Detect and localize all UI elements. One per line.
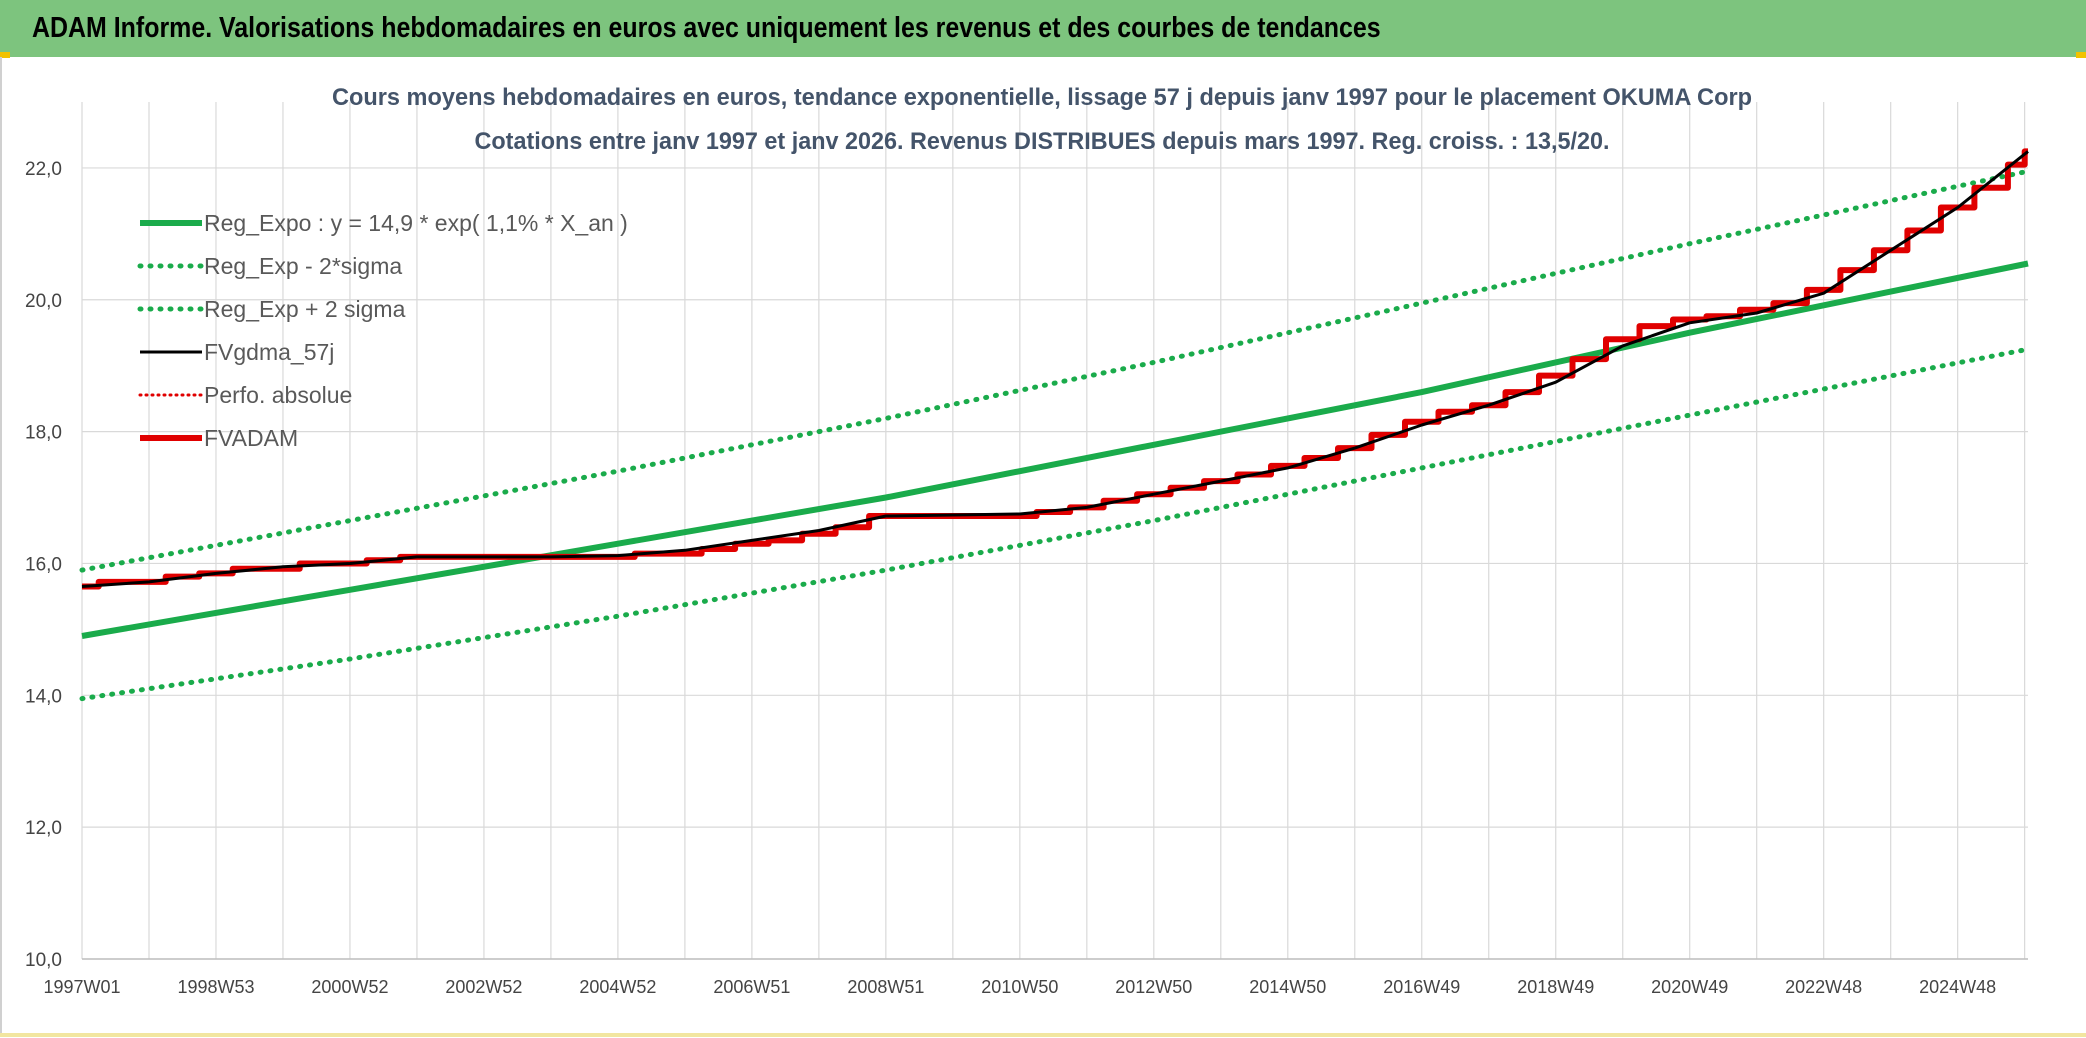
banner-title: ADAM Informe. Valorisations hebdomadaire… — [32, 12, 1381, 44]
line-chart: 10,0 12,0 14,0 16,0 18,0 20,0 22,0 1997W01 1998W… — [25, 84, 2031, 997]
y-tick-label: 14,0 — [25, 686, 62, 707]
x-tick-label: 2004W52 — [579, 977, 656, 997]
legend-label: Reg_Exp - 2*sigma — [204, 253, 402, 279]
legend-label: FVADAM — [204, 425, 298, 451]
x-tick-label: 2000W52 — [311, 977, 388, 997]
y-tick-label: 10,0 — [25, 950, 62, 971]
y-tick-label: 20,0 — [25, 291, 62, 312]
series-line-fvgdma-57j — [81, 150, 2029, 588]
x-tick-label: 2008W51 — [847, 977, 924, 997]
report-banner: ADAM Informe. Valorisations hebdomadaire… — [0, 0, 2086, 57]
series-layer — [79, 148, 2031, 702]
x-tick-label: 1998W53 — [177, 977, 254, 997]
x-tick-label: 1997W01 — [43, 977, 120, 997]
x-tick-label: 2002W52 — [445, 977, 522, 997]
chart-title: Cours moyens hebdomadaires en euros, ten… — [332, 84, 1752, 111]
corner-marker-right — [2076, 52, 2086, 58]
x-tick-label: 2024W48 — [1919, 977, 1996, 997]
series-line-reg-exp-2-sigma — [79, 346, 2031, 702]
series-line-reg-exp-2-sigma — [79, 168, 2031, 573]
x-tick-label: 2012W50 — [1115, 977, 1192, 997]
corner-marker-left — [0, 52, 10, 58]
axis-layer: 10,0 12,0 14,0 16,0 18,0 20,0 22,0 1997W01 1998W… — [25, 159, 2028, 997]
x-tick-label: 2010W50 — [981, 977, 1058, 997]
legend-label: Reg_Exp + 2 sigma — [204, 296, 406, 322]
legend-label: Perfo. absolue — [204, 382, 352, 408]
y-tick-label: 16,0 — [25, 554, 62, 575]
x-tick-label: 2020W49 — [1651, 977, 1728, 997]
chart-subtitle: Cotations entre janv 1997 et janv 2026. … — [475, 128, 1610, 155]
x-tick-label: 2022W48 — [1785, 977, 1862, 997]
legend: Reg_Expo : y = 14,9 * exp( 1,1% * X_an )… — [137, 210, 628, 451]
x-tick-label: 2016W49 — [1383, 977, 1460, 997]
y-tick-label: 22,0 — [25, 159, 62, 180]
series-line-reg-expo-y-14-9-exp-1-1-x-an — [81, 260, 2029, 639]
x-tick-label: 2014W50 — [1249, 977, 1326, 997]
y-tick-label: 18,0 — [25, 423, 62, 444]
legend-label: FVgdma_57j — [204, 339, 334, 365]
bottom-strip — [0, 1033, 2086, 1037]
x-tick-label: 2018W49 — [1517, 977, 1594, 997]
chart-container: 10,0 12,0 14,0 16,0 18,0 20,0 22,0 1997W01 1998W… — [0, 57, 2086, 1037]
x-tick-label: 2006W51 — [713, 977, 790, 997]
legend-label: Reg_Expo : y = 14,9 * exp( 1,1% * X_an ) — [204, 210, 628, 236]
y-tick-label: 12,0 — [25, 818, 62, 839]
grid-layer — [81, 102, 2028, 960]
